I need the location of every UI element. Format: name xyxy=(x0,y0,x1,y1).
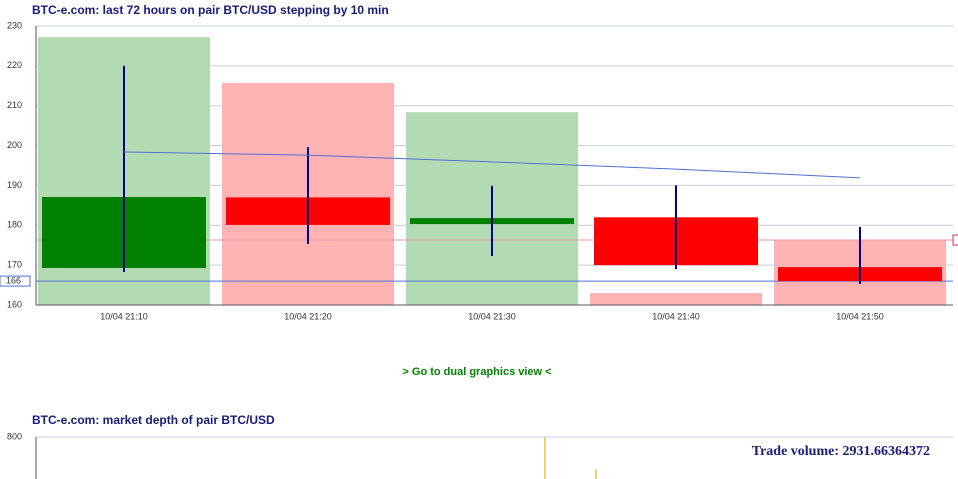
y-tick-label: 200 xyxy=(7,140,22,150)
y-tick-label: 180 xyxy=(7,220,22,230)
reference-label-box xyxy=(0,275,31,287)
chart-title: BTC-e.com: last 72 hours on pair BTC/USD… xyxy=(32,3,389,17)
y-tick-label: 160 xyxy=(7,299,22,309)
x-tick-label: 10/04 21:50 xyxy=(836,311,884,321)
reference-label: 166 xyxy=(6,275,21,285)
x-tick-label: 10/04 21:40 xyxy=(652,311,700,321)
trade-volume: Trade volume: 2931.66364372 xyxy=(752,444,930,459)
y-tick-label: 210 xyxy=(7,100,22,110)
y-tick-label: 190 xyxy=(7,180,22,190)
y-tick-label: 230 xyxy=(7,20,22,30)
y-tick-label: 800 xyxy=(7,431,22,441)
y-tick-label: 170 xyxy=(7,260,22,270)
moving-average xyxy=(123,151,861,179)
x-tick-label: 10/04 21:10 xyxy=(100,311,148,321)
x-tick-label: 10/04 21:20 xyxy=(284,311,332,321)
y-tick-label: 220 xyxy=(7,60,22,70)
reference-marker xyxy=(952,234,958,246)
depth-title: BTC-e.com: market depth of pair BTC/USD xyxy=(32,413,275,427)
x-tick-label: 10/04 21:30 xyxy=(468,311,516,321)
dual-view-link[interactable]: > Go to dual graphics view < xyxy=(402,366,551,378)
volume-bar xyxy=(590,293,762,305)
